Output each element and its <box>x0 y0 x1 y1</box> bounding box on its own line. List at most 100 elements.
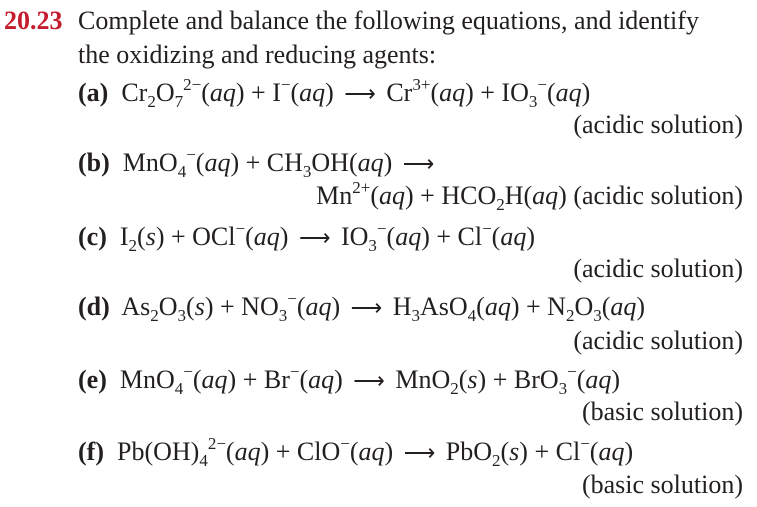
text: ) <box>331 292 347 321</box>
superscript: − <box>186 145 196 164</box>
text: PbO <box>439 437 492 466</box>
state-symbol: s <box>467 365 478 394</box>
state-symbol: aq <box>532 181 559 210</box>
text: O <box>155 78 175 107</box>
superscript: 2− <box>207 434 226 453</box>
subscript: 7 <box>174 92 184 111</box>
equation-a-line-2: (acidic solution) <box>573 110 743 140</box>
intro-line-2: the oxidizing and reducing agents: <box>78 40 437 69</box>
subscript: 2 <box>450 379 459 398</box>
text: ) + Br <box>227 365 290 394</box>
text: AsO <box>419 292 468 321</box>
subscript: 3 <box>558 379 568 398</box>
text: ( <box>349 437 359 466</box>
text: H <box>386 292 412 321</box>
text: (acidic solution) <box>573 110 743 139</box>
subscript: 3 <box>302 162 312 181</box>
superscript: − <box>287 289 297 308</box>
equation-b-line-1: (b) MnO4−(aq) + CH3OH(aq) ⟶ <box>78 145 438 181</box>
state-symbol: aq <box>484 292 511 321</box>
reaction-arrow-icon: ⟶ <box>298 225 331 250</box>
text: ( <box>500 437 510 466</box>
state-symbol: aq <box>305 292 332 321</box>
superscript: − <box>580 434 590 453</box>
superscript: − <box>567 362 577 381</box>
part-label: (c) <box>78 222 107 251</box>
text: MnO <box>122 148 178 177</box>
state-symbol: aq <box>358 437 385 466</box>
text: (acidic solution) <box>573 254 743 283</box>
problem-number: 20.23 <box>4 6 63 35</box>
text: ) <box>581 78 591 107</box>
superscript: − <box>235 219 246 238</box>
text: ( <box>290 78 300 107</box>
equation-e-line-1: (e) MnO4−(aq) + Br−(aq) ⟶ MnO2(s) + BrO3… <box>78 362 621 398</box>
superscript: − <box>376 219 387 238</box>
text: ) + OCl <box>155 222 236 251</box>
superscript: − <box>183 362 193 381</box>
superscript: − <box>537 75 547 94</box>
superscript: − <box>340 434 350 453</box>
text: ( <box>576 365 586 394</box>
text: ( <box>601 292 611 321</box>
subscript: 4 <box>467 306 477 325</box>
part-label: (a) <box>78 78 109 107</box>
text: ( <box>491 222 501 251</box>
text: ) + N <box>510 292 566 321</box>
text: ( <box>458 365 468 394</box>
subscript: 2 <box>147 92 156 111</box>
superscript: 2− <box>183 75 202 94</box>
state-symbol: aq <box>500 222 527 251</box>
subscript: 3 <box>177 306 187 325</box>
text: ) + CH <box>230 148 303 177</box>
text: IO <box>334 222 369 251</box>
text: ) + Cl <box>519 437 581 466</box>
state-symbol: aq <box>299 78 326 107</box>
superscript: − <box>289 362 300 381</box>
text: ( <box>296 292 306 321</box>
state-symbol: aq <box>253 222 280 251</box>
text: (basic solution) <box>581 470 743 499</box>
part-label: (e) <box>78 365 107 394</box>
part-label: (f) <box>78 437 104 466</box>
text: ) <box>611 365 621 394</box>
text: ) <box>279 222 295 251</box>
text: ( <box>192 365 202 394</box>
equation-c-line-2: (acidic solution) <box>573 254 743 284</box>
text: ( <box>186 292 195 321</box>
text: ) + BrO <box>477 365 559 394</box>
text: Pb(OH) <box>116 437 200 466</box>
state-symbol: aq <box>585 365 612 394</box>
state-symbol: aq <box>379 181 405 210</box>
equation-f-line-2: (basic solution) <box>582 470 743 500</box>
superscript: − <box>280 75 291 94</box>
part-label: (d) <box>78 292 110 321</box>
text: ) + HCO <box>405 181 497 210</box>
state-symbol: aq <box>610 292 637 321</box>
text: ( <box>386 222 396 251</box>
reaction-arrow-icon: ⟶ <box>344 81 376 106</box>
part-label: (b) <box>78 148 110 177</box>
state-symbol: aq <box>201 365 228 394</box>
text: ) <box>636 292 646 321</box>
text: ( <box>589 437 599 466</box>
state-symbol: aq <box>395 222 422 251</box>
text: O <box>158 292 178 321</box>
equation-d-line-2: (acidic solution) <box>573 326 743 356</box>
text: ( <box>195 148 205 177</box>
text: ) + I <box>235 78 281 107</box>
subscript: 3 <box>528 92 538 111</box>
text: MnO <box>119 365 175 394</box>
reaction-arrow-icon: ⟶ <box>353 368 385 393</box>
subscript: 2 <box>496 195 505 214</box>
superscript: 3+ <box>412 75 431 94</box>
text: ) <box>384 437 400 466</box>
state-symbol: s <box>194 292 205 321</box>
text: ) <box>383 148 399 177</box>
text: O <box>574 292 594 321</box>
equation-c-line-1: (c) I2(s) + OCl−(aq) ⟶ IO3−(aq) + Cl−(aq… <box>78 219 535 254</box>
equation-d-line-1: (d) As2O3(s) + NO3−(aq) ⟶ H3AsO4(aq) + N… <box>78 289 646 325</box>
text: ) + Cl <box>421 222 483 251</box>
subscript: 4 <box>174 379 184 398</box>
text: ) <box>624 437 634 466</box>
